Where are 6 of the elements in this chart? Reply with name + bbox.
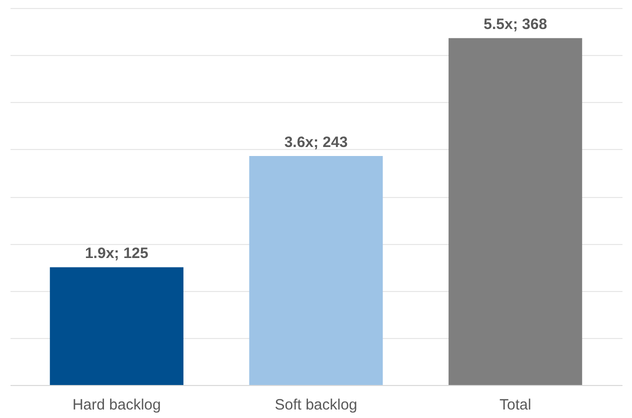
x-tick-label: Hard backlog	[72, 396, 161, 414]
data-label: 5.5x; 368	[484, 16, 548, 34]
x-tick-label: Total	[500, 396, 532, 414]
x-tick-label: Soft backlog	[274, 396, 358, 414]
data-label: 1.9x; 125	[84, 245, 148, 262]
data-label: 3.6x; 243	[284, 134, 348, 151]
